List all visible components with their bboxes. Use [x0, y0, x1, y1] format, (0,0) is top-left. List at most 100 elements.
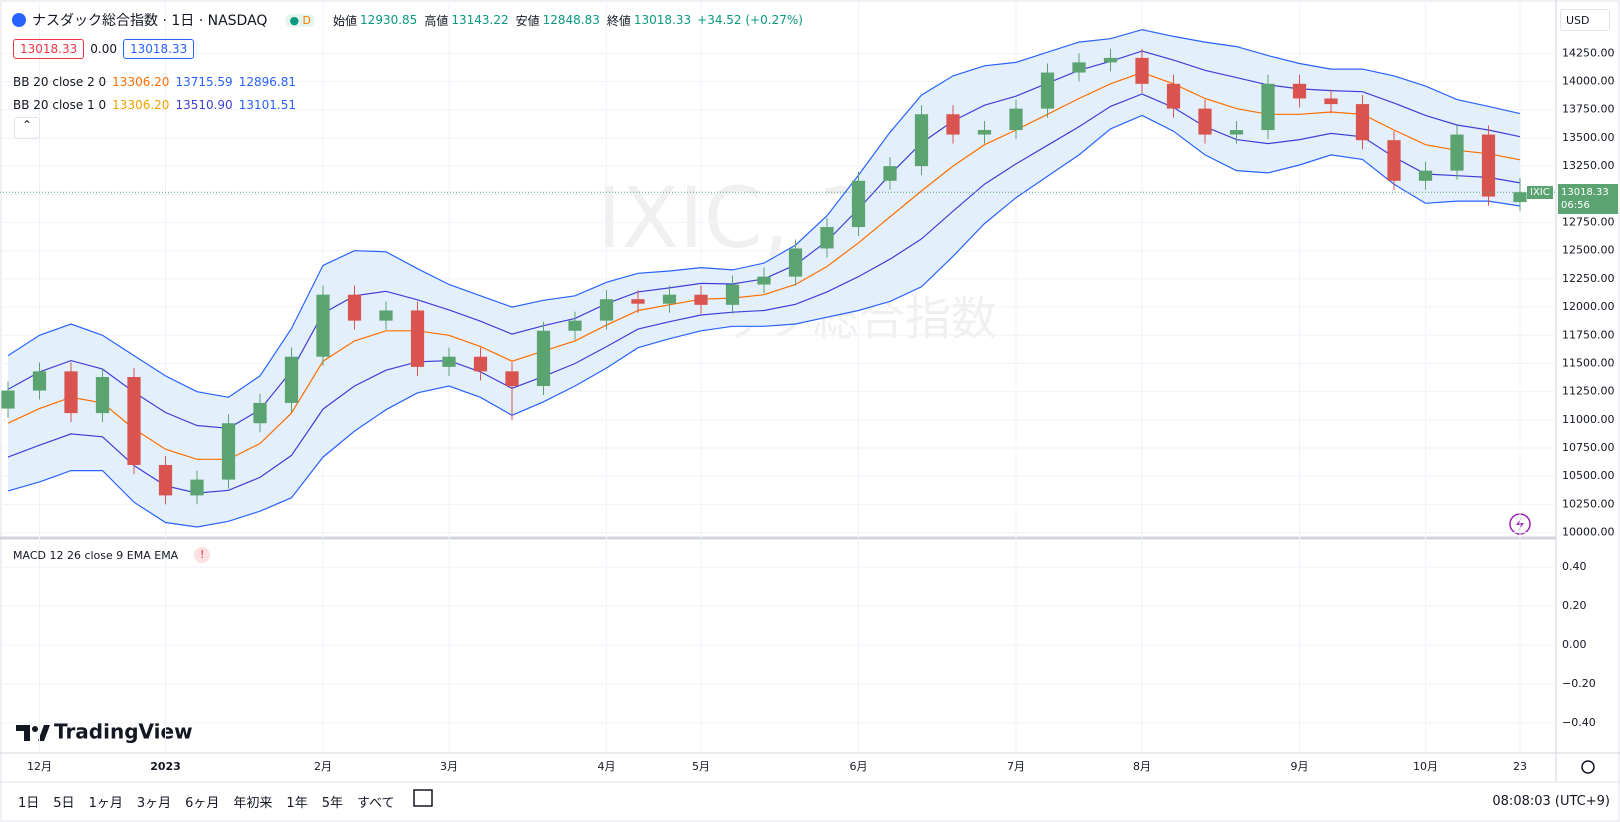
spread: 0.00 [90, 42, 117, 56]
candle-body [1324, 98, 1338, 105]
x-tick-label: 2月 [314, 760, 332, 773]
candle-body [473, 356, 488, 372]
candle-body [347, 294, 362, 321]
y-tick-label: 10750.00 [1562, 441, 1615, 454]
band-line [7, 29, 1521, 398]
calendar-icon[interactable] [413, 789, 433, 807]
candle-body [914, 114, 929, 167]
range-button[interactable]: 5日 [53, 796, 75, 811]
symbol-header: ナスダック総合指数 · 1日 · NASDAQ ● D 始値 12930.85 高値… [12, 10, 803, 30]
candle-body [505, 371, 519, 387]
candle-body [1292, 83, 1307, 99]
candle-body [1103, 57, 1118, 63]
y-tick-label: 11750.00 [1562, 328, 1615, 341]
symbol-icon [12, 13, 26, 27]
y-tick-label: 11500.00 [1562, 356, 1615, 369]
y-tick-label: 11250.00 [1562, 385, 1615, 398]
candle-body [442, 356, 456, 367]
candle-body [190, 479, 204, 496]
candle-body [820, 227, 834, 249]
indicator-value: 12896.81 [238, 74, 296, 89]
indicator-value: 13101.51 [238, 97, 296, 112]
candle-body [536, 330, 551, 387]
bid-box[interactable]: 13018.33 [13, 39, 85, 59]
indicator-row[interactable]: BB 20 close 1 0 13306.20 13510.90 13101.51 [13, 93, 296, 116]
x-tick-label: 8月 [1133, 760, 1151, 773]
range-button[interactable]: 年初来 [233, 796, 273, 811]
range-button[interactable]: 1ヶ月 [88, 796, 123, 811]
candle-body [1418, 170, 1433, 181]
candle-body [1072, 62, 1086, 73]
y-tick-label: 10250.00 [1562, 497, 1615, 510]
candle-body [1135, 57, 1149, 84]
candle-body [599, 299, 614, 321]
candle-body [410, 310, 425, 367]
range-button[interactable]: 1年 [286, 796, 308, 811]
candle-body [253, 402, 267, 424]
range-button[interactable]: 1日 [18, 796, 40, 811]
candle-body [1261, 83, 1275, 131]
indicator-value: 13306.20 [112, 74, 170, 89]
macd-warning[interactable]: ! [194, 547, 211, 563]
candle-body [568, 320, 582, 331]
symbol-title[interactable]: ナスダック総合指数 · 1日 · NASDAQ [32, 13, 268, 29]
interval-badge: D [302, 13, 312, 27]
y-tick-label: 11000.00 [1562, 413, 1615, 426]
currency[interactable]: USD [1560, 9, 1610, 31]
candle-body [883, 166, 897, 181]
ask-box[interactable]: 13018.33 [122, 39, 195, 59]
candle-body [1355, 104, 1370, 141]
candle-body [946, 114, 960, 135]
candle-body [694, 294, 708, 305]
indicator-row[interactable]: BB 20 close 2 0 13306.20 13715.59 12896.81 [13, 70, 296, 93]
change: +34.52 (+0.27%) [697, 13, 803, 27]
ohlc-value: 12848.83 [542, 13, 600, 27]
indicator-name: BB 20 close 2 0 [13, 74, 107, 89]
price-boxes: 13018.33 0.00 13018.33 [13, 39, 195, 59]
candle-body [1, 390, 15, 409]
range-button[interactable]: 3ヶ月 [136, 796, 172, 811]
candle-body [95, 377, 110, 414]
x-tick-label: 5月 [692, 760, 710, 773]
band-line [7, 114, 1521, 528]
macd-legend: MACD 12 26 close 9 EMA EMA ! [13, 547, 211, 563]
x-tick-label: 4月 [598, 760, 616, 773]
indicator-name: BB 20 close 1 0 [13, 97, 107, 112]
candle-body [662, 294, 677, 304]
candle-body [1009, 108, 1023, 131]
range-toolbar: 1日 5日 1ヶ月 3ヶ月 6ヶ月 年初来 1年 5年 すべて [18, 792, 409, 811]
countdown: 06:56 [1561, 200, 1590, 211]
y-tick-label: 12000.00 [1562, 300, 1615, 313]
ohlc-value: 13018.33 [633, 13, 692, 27]
x-tick-label: 2023 [150, 760, 181, 773]
last-symbol: IXIC [1527, 186, 1553, 199]
candle-body [631, 299, 645, 304]
range-button[interactable]: 6ヶ月 [185, 796, 220, 811]
candle-body [1481, 134, 1496, 197]
collapse-button[interactable]: ⌃ [14, 117, 40, 139]
y-tick-label: 12250.00 [1562, 272, 1615, 285]
candle-body [284, 356, 299, 403]
candle-body [1387, 140, 1401, 181]
indicator-value: 13306.20 [112, 97, 170, 112]
range-button[interactable]: 5年 [321, 796, 343, 811]
y-tick-label: 0.40 [1562, 560, 1587, 573]
brand-logo [16, 725, 50, 741]
candle-body [158, 464, 173, 496]
candle-body [379, 310, 393, 321]
y-tick-label: 13750.00 [1562, 103, 1615, 116]
y-tick-label: 12750.00 [1562, 216, 1615, 229]
x-tick-label: 12月 [27, 760, 52, 773]
candle-body [221, 423, 236, 480]
settings-icon[interactable] [1581, 760, 1595, 774]
candle-body [851, 180, 866, 228]
status-badge: ● D [285, 13, 316, 27]
range-button[interactable]: すべて [356, 796, 395, 811]
y-tick-label: −0.40 [1562, 716, 1596, 729]
y-tick-label: 14000.00 [1562, 75, 1615, 88]
y-tick-label: 10000.00 [1562, 526, 1615, 539]
macd-title: MACD 12 26 close 9 EMA EMA [13, 548, 179, 562]
